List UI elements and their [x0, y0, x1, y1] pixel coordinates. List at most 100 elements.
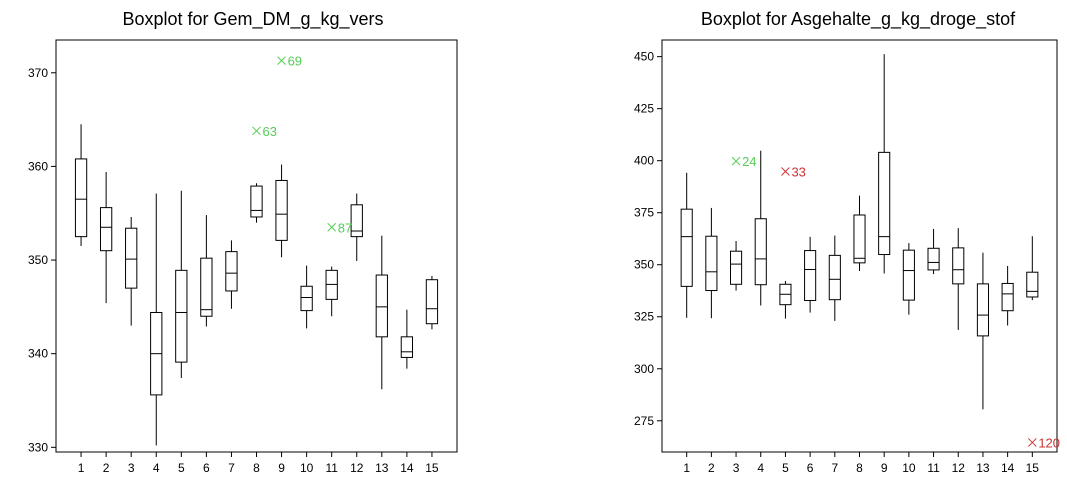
y-tick-label: 375: [634, 206, 654, 220]
iqr-box: [99, 207, 113, 252]
x-tick-label: 2: [103, 461, 110, 475]
boxplot-panel-asgehalte: Boxplot for Asgehalte_g_kg_droge_stof 27…: [634, 9, 1060, 475]
iqr-box: [878, 151, 891, 256]
box-14: [1001, 265, 1014, 326]
x-tick-label: 12: [350, 461, 364, 475]
x-tick-label: 10: [902, 461, 916, 475]
outlier-label: 63: [263, 124, 277, 139]
x-tick-label: 9: [881, 461, 888, 475]
x-tick-label: 5: [178, 461, 185, 475]
iqr-box: [927, 247, 940, 271]
y-tick-label: 450: [634, 50, 654, 64]
iqr-box: [828, 254, 841, 301]
x-tick-label: 10: [300, 461, 314, 475]
x-tick-label: 5: [782, 461, 789, 475]
outlier-33: 33: [781, 165, 806, 180]
x-tick-label: 1: [683, 461, 690, 475]
outlier-63: 63: [252, 124, 277, 139]
x-tick-label: 7: [228, 461, 235, 475]
plot-frame: [55, 39, 458, 453]
x-tick-label: 4: [757, 461, 764, 475]
iqr-box: [705, 235, 718, 292]
box-15: [1026, 236, 1039, 301]
iqr-box: [74, 158, 88, 238]
y-tick-label: 350: [28, 253, 48, 267]
iqr-box: [853, 214, 866, 264]
box-1: [74, 124, 88, 246]
box-13: [375, 235, 388, 390]
outlier-87: 87: [327, 220, 352, 235]
x-tick-label: 7: [831, 461, 838, 475]
box-12: [350, 193, 363, 261]
x-tick-label: 14: [1001, 461, 1015, 475]
box-12: [952, 228, 965, 330]
box-8: [250, 183, 263, 223]
outlier-marker: [731, 156, 741, 166]
outlier-24: 24: [731, 154, 757, 169]
chart-title: Boxplot for Asgehalte_g_kg_droge_stof: [701, 9, 1016, 30]
x-tick-label: 3: [733, 461, 740, 475]
x-tick-label: 9: [278, 461, 285, 475]
box-13: [976, 252, 989, 410]
outlier-69: 69: [277, 54, 302, 69]
y-tick-label: 425: [634, 102, 654, 116]
x-tick-label: 8: [253, 461, 260, 475]
iqr-box: [754, 218, 767, 286]
y-tick-label: 300: [634, 362, 654, 376]
box-11: [325, 266, 338, 317]
box-9: [275, 164, 288, 258]
y-tick-label: 360: [28, 159, 48, 173]
box-10: [300, 265, 313, 329]
box-15: [425, 275, 439, 330]
outlier-label: 69: [288, 54, 302, 69]
y-tick-label: 330: [28, 440, 48, 454]
y-tick-label: 400: [634, 154, 654, 168]
box-6: [804, 236, 817, 313]
iqr-box: [902, 249, 915, 301]
iqr-box: [125, 227, 138, 289]
iqr-box: [350, 204, 363, 238]
y-tick-label: 340: [28, 347, 48, 361]
box-4: [150, 193, 163, 446]
outlier-marker: [327, 222, 337, 232]
iqr-box: [1026, 271, 1039, 298]
box-1: [680, 172, 693, 318]
box-3: [730, 241, 743, 291]
iqr-box: [300, 285, 313, 312]
x-tick-label: 3: [128, 461, 135, 475]
x-tick-label: 8: [856, 461, 863, 475]
iqr-box: [175, 269, 188, 363]
outlier-marker: [252, 126, 261, 136]
box-2: [705, 207, 718, 319]
box-6: [200, 215, 213, 327]
box-14: [400, 309, 414, 369]
iqr-box: [225, 251, 238, 292]
box-5: [175, 190, 188, 379]
x-tick-label: 11: [325, 461, 338, 475]
x-tick-label: 6: [807, 461, 814, 475]
x-tick-label: 13: [976, 461, 990, 475]
iqr-box: [425, 279, 439, 325]
chart-title: Boxplot for Gem_DM_g_kg_vers: [122, 9, 383, 30]
box-4: [754, 150, 767, 306]
x-tick-label: 12: [952, 461, 966, 475]
iqr-box: [730, 250, 743, 285]
iqr-box: [400, 336, 414, 358]
x-tick-label: 2: [708, 461, 715, 475]
iqr-box: [200, 257, 213, 317]
box-7: [225, 240, 238, 309]
y-tick-label: 275: [634, 414, 654, 428]
iqr-box: [1001, 282, 1014, 312]
outlier-label: 87: [338, 220, 352, 235]
box-8: [853, 195, 866, 271]
iqr-box: [250, 185, 263, 218]
outlier-label: 33: [791, 165, 805, 180]
iqr-box: [976, 283, 989, 337]
iqr-box: [680, 208, 693, 287]
y-tick-label: 325: [634, 310, 654, 324]
outlier-label: 24: [742, 154, 756, 169]
x-tick-label: 4: [153, 461, 160, 475]
outlier-marker: [277, 56, 286, 65]
box-9: [878, 54, 891, 274]
